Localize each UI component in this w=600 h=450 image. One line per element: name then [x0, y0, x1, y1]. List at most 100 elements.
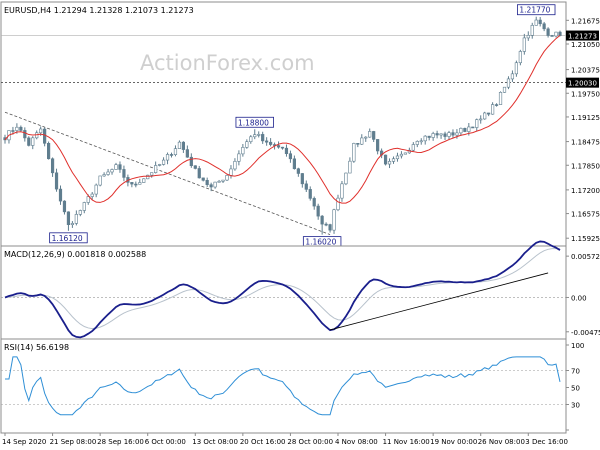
candle-body: [213, 181, 217, 188]
candle-body: [308, 189, 312, 199]
candle-body: [463, 127, 467, 132]
candle-body: [102, 174, 106, 177]
candle-body: [526, 35, 530, 39]
candle-body: [177, 141, 182, 149]
candle-body: [518, 51, 522, 64]
candle-body: [542, 23, 546, 30]
candle-body: [146, 174, 150, 180]
price-tick-label: 1.16575: [571, 211, 600, 219]
candle-body: [546, 28, 550, 36]
candle-body: [538, 19, 542, 25]
candle-body: [391, 158, 396, 162]
candle-body: [98, 175, 102, 186]
macd-lines: [4, 240, 561, 339]
swing-label: 1.16120: [52, 234, 83, 243]
candle-body: [316, 205, 320, 217]
candle-body: [487, 112, 491, 115]
candle-body: [245, 141, 249, 148]
rsi-header: RSI(14) 56.6198: [4, 343, 69, 352]
candle-body: [169, 154, 174, 156]
candle-body: [372, 131, 376, 140]
candle-body: [82, 202, 86, 211]
swing-label: 1.16020: [305, 238, 336, 247]
candle-body: [43, 128, 47, 144]
candle-body: [498, 92, 503, 105]
macd-panel: MACD(12,26,9) 0.001818 0.002588 0.005725…: [0, 240, 600, 340]
candle-body: [502, 86, 507, 93]
candle-body: [534, 19, 538, 26]
macd-tick-label: -0.004755: [571, 329, 600, 337]
candle-body: [181, 141, 185, 150]
candle-body: [197, 168, 201, 179]
candle-body: [340, 183, 344, 199]
price-levels: 1.20030 1.21273: [1, 30, 599, 88]
candle-body: [522, 37, 526, 52]
candle-body: [459, 127, 463, 134]
candle-body: [332, 209, 336, 231]
price-panel-frame: [0, 1, 567, 247]
candle-body: [31, 137, 35, 146]
support-level-badge: [566, 77, 599, 88]
candle-body: [23, 130, 27, 139]
candle-body: [471, 126, 475, 129]
candle-body: [506, 78, 511, 88]
candle-body: [185, 149, 189, 158]
candle-body: [118, 164, 122, 170]
candle-body: [19, 126, 23, 131]
current-price-label: 1.21273: [568, 33, 597, 41]
candle-body: [360, 137, 364, 145]
downtrend-line: [4, 111, 331, 235]
time-tick-label: 4 Nov 08:00: [335, 438, 378, 446]
candle-body: [514, 62, 518, 75]
candle-body: [427, 135, 431, 138]
price-tick-label: 1.21675: [571, 17, 600, 25]
candle-body: [237, 153, 241, 162]
candle-body: [35, 132, 39, 139]
time-axis: 14 Sep 2020 21 Sep 08:00 28 Sep 16:00 6 Oct…: [2, 433, 568, 446]
candle-body: [558, 31, 562, 36]
candle-body: [419, 140, 423, 143]
candle-body: [280, 146, 285, 149]
candle-body: [376, 139, 380, 152]
candle-body: [479, 118, 483, 121]
candle-body: [435, 133, 439, 136]
candle-body: [344, 172, 348, 185]
swing-label-box: [517, 4, 556, 16]
candle-body: [54, 172, 59, 190]
macd-line: [4, 240, 561, 339]
candle-body: [300, 173, 304, 185]
candle-body: [324, 223, 328, 226]
candle-body: [328, 224, 332, 231]
candle-body: [288, 153, 293, 160]
time-tick-label: 28 Oct 00:00: [287, 438, 333, 446]
rsi-tick-label: 70: [571, 368, 580, 376]
candle-body: [27, 137, 31, 146]
candle-body: [530, 25, 534, 36]
candle-body: [415, 141, 419, 145]
candle-body: [304, 183, 308, 190]
candle-body: [158, 164, 162, 166]
candle-body: [142, 178, 146, 183]
rsi-tick-label: 100: [571, 342, 584, 350]
candle-body: [205, 179, 209, 185]
candle-body: [221, 179, 225, 182]
candle-body: [225, 175, 229, 181]
price-candles: [3, 16, 562, 235]
price-panel: EURUSD,H4 1.21294 1.21328 1.21073 1.2127…: [0, 1, 600, 248]
candle-body: [494, 104, 499, 106]
candle-body: [269, 141, 273, 145]
macd-tick-label: 0.00: [571, 294, 587, 302]
moving-average-line: [4, 34, 561, 204]
candle-body: [443, 133, 447, 137]
candle-body: [94, 184, 98, 195]
candle-body: [455, 132, 459, 136]
candle-body: [510, 73, 515, 80]
candle-body: [554, 31, 558, 37]
time-tick-label: 6 Oct 00:00: [145, 438, 186, 446]
candle-body: [483, 112, 487, 120]
candle-body: [47, 143, 51, 160]
candle-body: [296, 168, 300, 174]
price-tick-label: 1.18475: [571, 139, 600, 147]
macd-tick-label: 0.005725: [571, 253, 600, 261]
price-tick-label: 1.19125: [571, 114, 600, 122]
